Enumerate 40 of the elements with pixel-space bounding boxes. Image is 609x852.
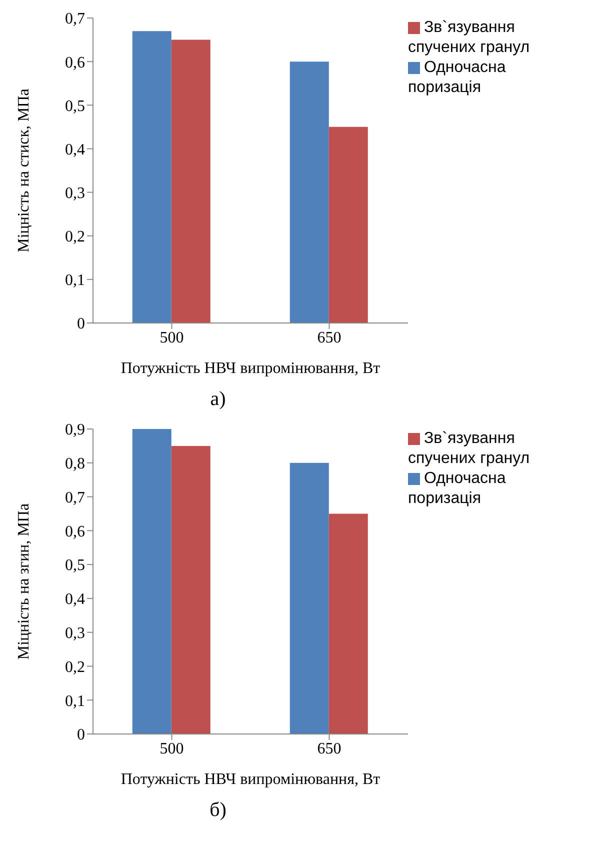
- y-tick-label: 0,4: [65, 141, 85, 158]
- y-tick-label: 0,8: [65, 456, 85, 473]
- y-tick-label: 0,1: [65, 692, 85, 710]
- bar: [328, 514, 368, 734]
- x-axis-title: Потужність НВЧ випромінювання, Вт: [120, 360, 380, 377]
- bar: [132, 31, 172, 323]
- y-axis-title: Міцність на згин, МПа: [16, 503, 33, 660]
- legend-label: Зв`язування спучених гранул: [408, 430, 530, 467]
- y-tick-label: 0,7: [65, 489, 85, 506]
- bar: [290, 462, 329, 734]
- y-tick-label: 0,2: [65, 658, 85, 676]
- x-axis-title: Потужність НВЧ випромінювання, Вт: [120, 771, 380, 788]
- y-tick-label: 0,6: [65, 54, 85, 72]
- y-tick-label: 0: [77, 316, 85, 333]
- bar: [171, 40, 210, 323]
- y-tick-label: 0,9: [65, 422, 85, 439]
- bar: [171, 446, 210, 734]
- y-tick-label: 0,2: [65, 228, 85, 246]
- x-tick-label: 500: [160, 740, 184, 758]
- y-tick-label: 0,7: [65, 10, 85, 28]
- legend-label: Одночасна поризація: [408, 59, 506, 96]
- bar: [328, 126, 368, 323]
- legend-label: Зв`язування спучених гранул: [408, 19, 530, 56]
- y-tick-label: 0,4: [65, 591, 85, 608]
- text: а): [209, 388, 227, 411]
- y-tick-label: 0,6: [65, 523, 85, 540]
- x-tick-label: 650: [317, 740, 342, 758]
- x-tick-label: 650: [317, 329, 342, 346]
- y-tick-label: 0: [77, 726, 85, 744]
- y-tick-label: 0,5: [65, 557, 85, 574]
- legend-label: Одночасна поризація: [408, 470, 506, 507]
- y-tick-label: 0,3: [65, 184, 85, 202]
- x-tick-label: 500: [160, 329, 184, 346]
- y-tick-label: 0,5: [65, 98, 85, 115]
- bar: [132, 429, 172, 734]
- y-tick-label: 0,1: [65, 272, 85, 290]
- y-axis-title: Міцність на стиск, МПа: [16, 88, 33, 252]
- text: б): [208, 799, 228, 822]
- bar: [290, 62, 329, 323]
- y-tick-label: 0,3: [65, 625, 85, 642]
